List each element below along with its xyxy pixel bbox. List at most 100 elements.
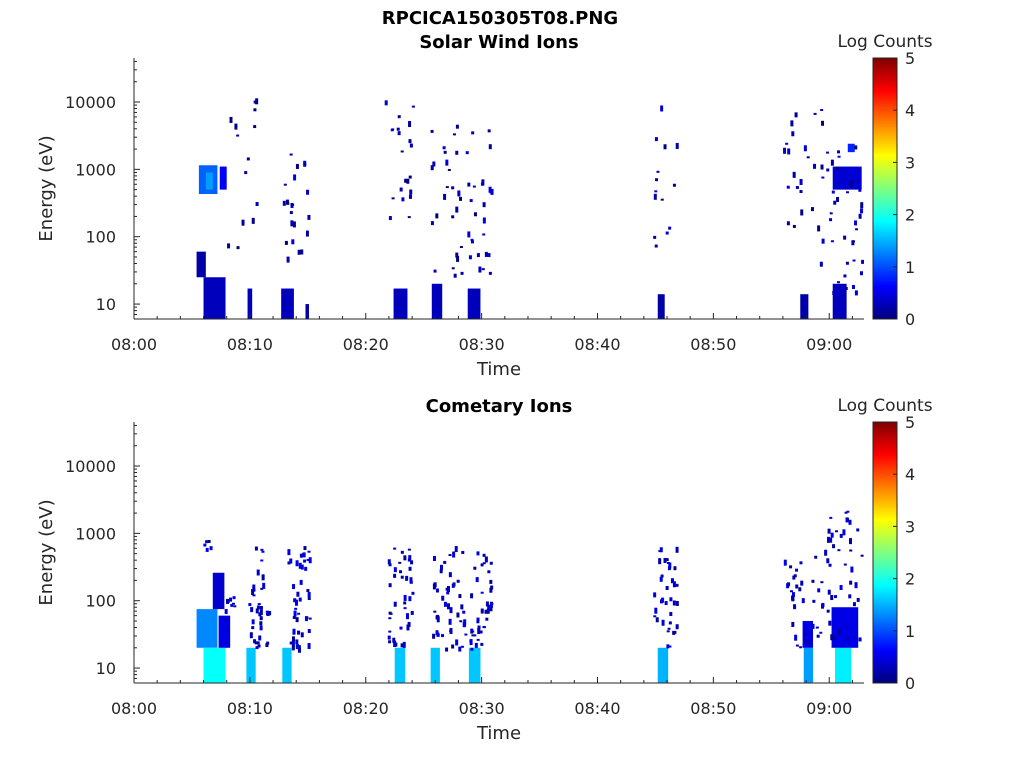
- data-pixel: [851, 636, 855, 640]
- data-pixel: [837, 155, 841, 158]
- data-pixel: [846, 510, 850, 513]
- data-patch: [212, 572, 225, 610]
- data-pixel: [283, 183, 287, 186]
- data-pixel: [833, 200, 837, 205]
- data-pixel: [830, 595, 834, 601]
- data-pixel: [675, 546, 679, 553]
- data-pixel: [813, 163, 817, 169]
- colorbar: [873, 58, 897, 319]
- data-pixel: [653, 592, 657, 598]
- data-pixel: [479, 630, 483, 634]
- data-patch: [247, 288, 253, 319]
- data-pixel: [659, 547, 663, 553]
- y-tick-label: 1000: [75, 524, 116, 543]
- colorbar-frame: [872, 57, 898, 320]
- data-pixel: [844, 616, 848, 619]
- data-patch: [835, 647, 852, 683]
- data-pixel: [848, 538, 852, 545]
- data-pixel: [229, 597, 233, 602]
- data-pixel: [207, 539, 211, 543]
- data-pixel: [248, 603, 252, 607]
- data-pixel: [460, 271, 464, 275]
- data-pixel: [430, 221, 434, 226]
- data-pixel: [300, 564, 304, 570]
- data-pixel: [458, 594, 462, 599]
- data-pixel: [384, 100, 388, 106]
- data-pixel: [461, 550, 465, 554]
- data-pixel: [400, 550, 404, 554]
- data-pixel: [388, 630, 392, 633]
- data-pixel: [241, 219, 245, 226]
- data-pixel: [391, 197, 395, 200]
- data-pixel: [669, 611, 673, 616]
- y-tick-label: 1000: [75, 160, 116, 179]
- data-pixel: [253, 125, 257, 129]
- colorbar-tick-label: 2: [905, 570, 915, 589]
- data-pixel: [392, 637, 396, 643]
- data-pixel: [672, 183, 676, 187]
- data-pixel: [792, 575, 796, 580]
- data-pixel: [435, 213, 439, 219]
- data-patch: [393, 288, 408, 319]
- data-patch: [657, 647, 669, 683]
- data-pixel: [249, 632, 253, 639]
- data-pixel: [303, 559, 307, 563]
- data-pixel: [406, 624, 410, 631]
- data-pixel: [253, 100, 257, 104]
- data-pixel: [456, 579, 460, 583]
- data-pixel: [856, 597, 860, 602]
- data-pixel: [432, 555, 436, 561]
- data-pixel: [827, 589, 831, 595]
- data-pixel: [234, 123, 238, 130]
- data-pixel: [451, 644, 455, 649]
- data-pixel: [255, 202, 259, 207]
- data-pixel: [254, 641, 258, 645]
- data-patch: [802, 620, 814, 648]
- data-pixel: [455, 639, 459, 646]
- data-pixel: [668, 226, 672, 230]
- data-pixel: [799, 646, 803, 649]
- data-pixel: [463, 623, 467, 627]
- data-pixel: [295, 163, 299, 169]
- data-pixel: [476, 617, 480, 622]
- data-pixel: [653, 235, 657, 239]
- data-pixel: [821, 176, 825, 179]
- data-pixel: [480, 642, 484, 646]
- data-pixel: [456, 255, 460, 262]
- data-pixel: [807, 638, 811, 645]
- data-pixel: [655, 617, 659, 623]
- data-pixel: [405, 575, 409, 581]
- data-pixel: [810, 207, 814, 212]
- data-pixel: [459, 620, 463, 623]
- data-pixel: [294, 599, 298, 606]
- data-patch: [657, 294, 665, 319]
- data-pixel: [251, 217, 255, 224]
- data-pixel: [470, 628, 474, 634]
- data-pixel: [246, 157, 250, 161]
- colorbar-tick-label: 0: [905, 674, 915, 693]
- data-pixel: [306, 189, 310, 195]
- data-pixel: [391, 128, 395, 131]
- data-pixel: [791, 621, 795, 627]
- data-pixel: [830, 240, 834, 243]
- data-pixel: [445, 587, 449, 591]
- data-pixel: [393, 567, 397, 573]
- data-pixel: [286, 256, 290, 263]
- data-pixel: [487, 604, 491, 611]
- data-pixel: [849, 181, 853, 188]
- x-tick-label: 08:30: [459, 335, 505, 354]
- data-pixel: [834, 530, 838, 533]
- data-pixel: [786, 185, 790, 189]
- data-pixel: [837, 549, 841, 552]
- data-pixel: [658, 558, 662, 565]
- data-pixel: [306, 589, 310, 593]
- data-pixel: [485, 617, 489, 621]
- data-pixel: [814, 555, 818, 559]
- data-pixel: [488, 144, 492, 150]
- data-pixel: [305, 230, 309, 237]
- data-pixel: [849, 168, 853, 172]
- data-pixel: [304, 616, 308, 622]
- data-pixel: [257, 603, 261, 606]
- data-pixel: [299, 553, 303, 558]
